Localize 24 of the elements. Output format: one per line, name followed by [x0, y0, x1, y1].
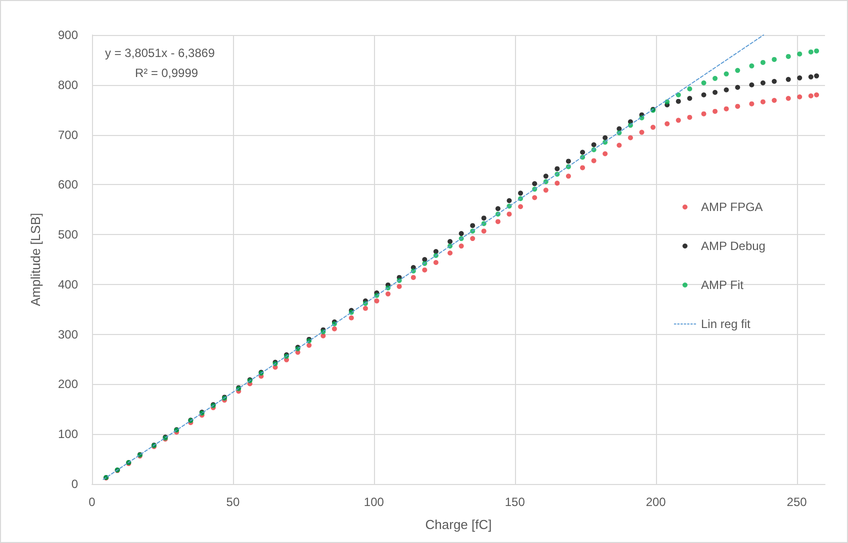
x-tick-label: 50 [226, 495, 240, 509]
y-tick-label: 300 [58, 327, 78, 342]
legend-label: AMP Fit [701, 278, 744, 292]
annotation: y = 3,8051x - 6,3869 [105, 46, 216, 60]
x-tick-label: 150 [504, 495, 526, 509]
legend-label: Lin reg fit [701, 317, 752, 331]
x-tick-label: 100 [364, 495, 384, 509]
annotation: R² = 0,9999 [134, 66, 198, 80]
x-tick-label: 250 [786, 495, 808, 509]
y-tick-label: 0 [71, 477, 78, 491]
legend-label: AMP Debug [701, 239, 766, 253]
y-tick-label: 100 [58, 427, 78, 442]
y-axis-title: Amplitude [LSB] [28, 212, 43, 306]
y-tick-label: 400 [58, 277, 78, 292]
y-tick-label: 800 [58, 78, 78, 92]
y-tick-label: 700 [58, 128, 78, 142]
legend-label: AMP FPGA [701, 200, 763, 214]
x-axis-title: Charge [fC] [425, 517, 492, 532]
y-tick-label: 900 [58, 28, 78, 42]
x-tick-label: 0 [88, 495, 96, 509]
y-tick-label: 500 [58, 228, 78, 242]
x-tick-label: 200 [646, 495, 666, 509]
y-tick-label: 600 [58, 178, 78, 192]
y-tick-label: 200 [58, 377, 78, 392]
